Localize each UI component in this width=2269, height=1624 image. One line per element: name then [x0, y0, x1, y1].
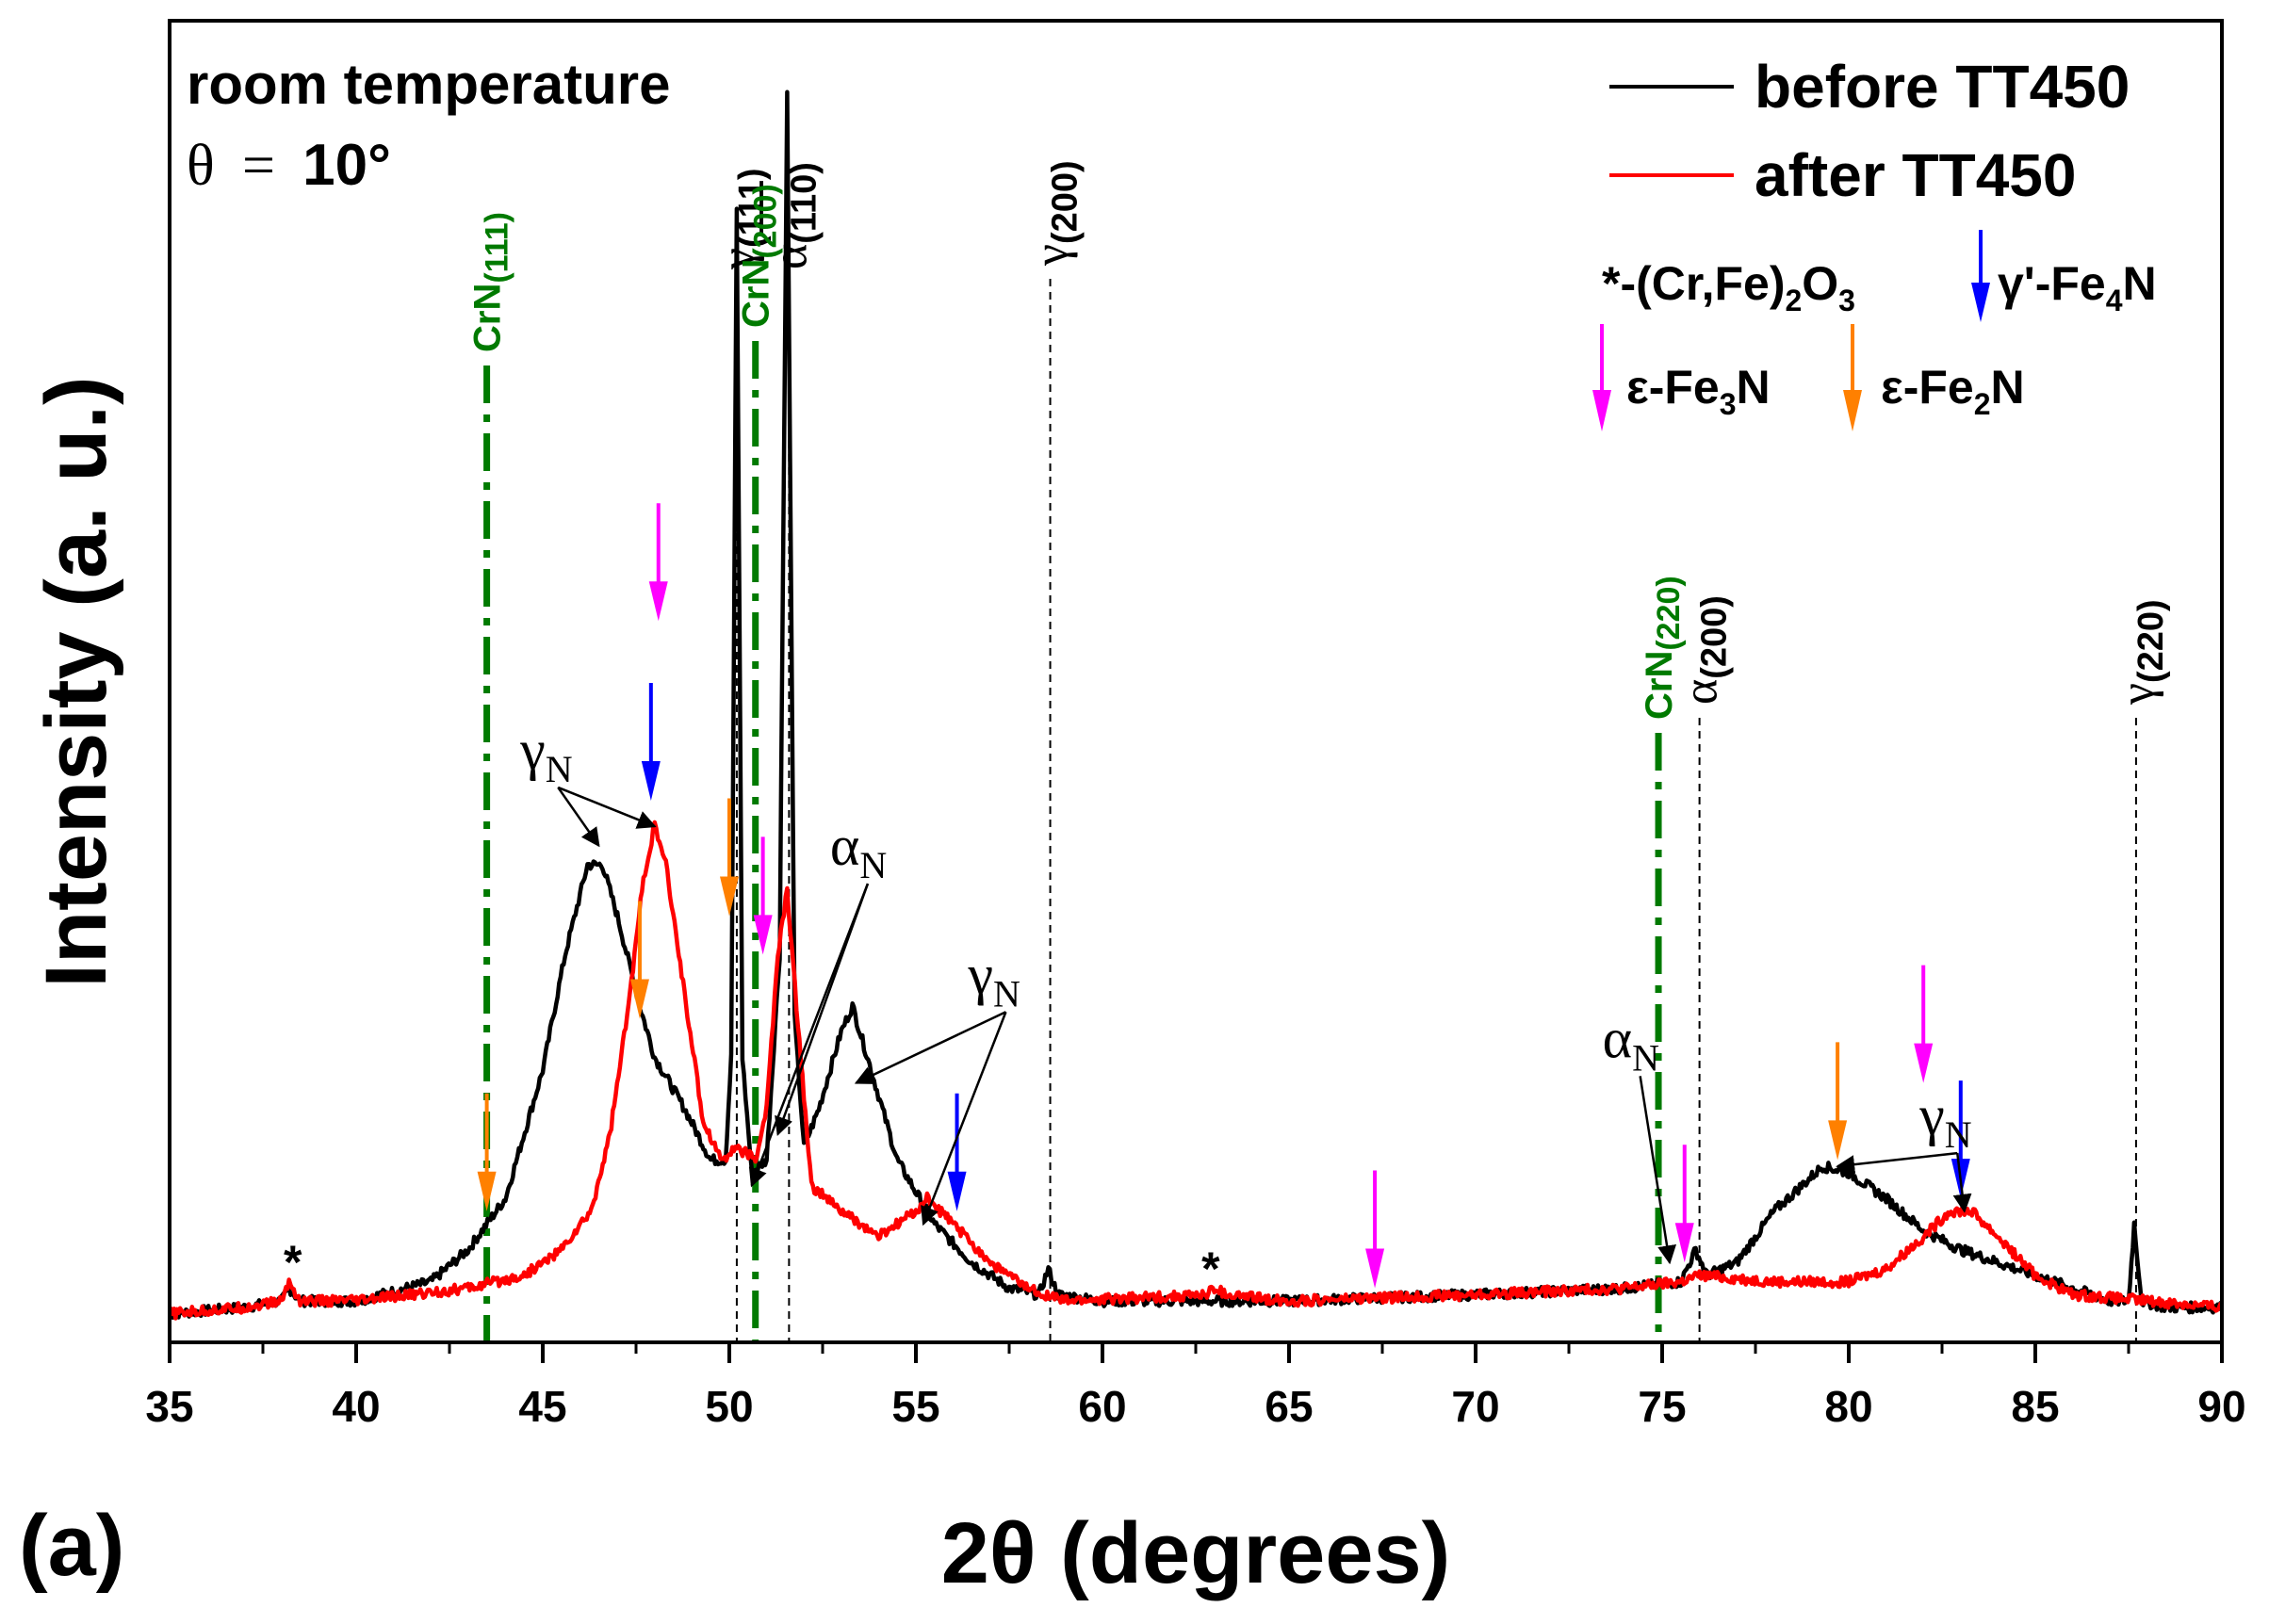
oxide-peak-marker: *	[1201, 1242, 1220, 1295]
series-layer	[170, 89, 2222, 1321]
x-tick-label: 55	[891, 1382, 939, 1431]
condition-angle: θ = 10°	[187, 133, 391, 198]
plot-background	[170, 21, 2222, 1342]
x-tick-label: 40	[332, 1382, 380, 1431]
gamma-prime-legend: γ'-Fe4N	[1998, 257, 2157, 317]
phase-reference-label: α(200)	[1674, 595, 1735, 705]
x-tick-label: 60	[1078, 1382, 1126, 1431]
phase-reference-label: γ(200)	[1025, 160, 1086, 267]
peak-annotation-label: γN	[1918, 1084, 1971, 1156]
legend-label-before: before TT450	[1755, 53, 2130, 121]
crn-reference-label: CrN(220)	[1639, 576, 1687, 720]
x-tick-label: 70	[1451, 1382, 1499, 1431]
phase-marker-arrowhead	[1828, 1120, 1848, 1161]
phase-marker-arrowhead	[1674, 1223, 1694, 1263]
legend: before TT450 after TT450	[1609, 53, 2130, 209]
x-tick-label: 65	[1265, 1382, 1313, 1431]
annotation-pointer	[1639, 1076, 1676, 1265]
x-axis-label: 2θ (degrees)	[941, 1505, 1451, 1601]
oxide-star: *	[1602, 257, 1621, 310]
phase-reference-label: γ(111)	[711, 168, 772, 270]
oxide-peak-marker: *	[284, 1236, 302, 1289]
x-tick-label: 50	[705, 1382, 753, 1431]
annotation-pointer	[557, 786, 657, 829]
legend-label-after: after TT450	[1755, 141, 2076, 209]
gamma-prime-legend-arrowhead	[1971, 283, 1990, 322]
phase-marker-arrowhead	[1365, 1248, 1385, 1289]
equals-sign: =	[242, 134, 275, 198]
phase-marker-arrowhead	[1914, 1043, 1934, 1083]
peak-annotation-label: γN	[967, 943, 1020, 1015]
y-axis-label: Intensity (a. u.)	[28, 376, 124, 987]
crn-reference-label: CrN(200)	[736, 184, 784, 328]
reference-labels: CrN(111) γ(111)CrN(200)α(110) γ(200) CrN(22…	[467, 160, 2171, 720]
phase-marker-layer: * *	[284, 503, 1970, 1295]
annotation-pointer	[748, 883, 870, 1188]
annotation-pointer	[1952, 1152, 1972, 1213]
x-tick-label: 35	[145, 1382, 193, 1431]
phase-marker-arrowhead	[947, 1171, 967, 1211]
phase-reference-label: γ(220)	[2111, 599, 2171, 706]
phase-reference-label: α(110)	[763, 162, 824, 269]
epsilon-fe3n-legend-arrowhead	[1592, 390, 1611, 431]
condition-temperature: room temperature	[187, 53, 670, 116]
phase-marker-arrowhead	[641, 760, 661, 801]
series-after-line	[170, 820, 2222, 1321]
annotation-pointer	[557, 787, 600, 848]
epsilon-fe2n-legend-arrowhead	[1843, 390, 1862, 431]
annotation-layer: γN αN γN αN γN	[519, 719, 1972, 1265]
annotation-pointer	[921, 1011, 1007, 1226]
phase-marker-arrowhead	[720, 876, 739, 917]
phase-marker-arrowhead	[629, 979, 649, 1019]
phase-marker-arrowhead	[753, 915, 773, 955]
phase-legend: *-(Cr,Fe)2O3 γ'-Fe4N ε-Fe3N ε-Fe2N	[1592, 230, 2157, 431]
epsilon-fe3n-legend: ε-Fe3N	[1626, 361, 1771, 421]
oxide-legend: *-(Cr,Fe)2O3	[1602, 257, 1855, 317]
annotation-pointer	[1836, 1151, 1958, 1175]
panel-label: (a)	[19, 1498, 124, 1594]
x-axis: 35 40 45 50 55 60 65 70 75 80 85 90	[145, 1342, 2246, 1431]
phase-marker-arrowhead	[648, 581, 668, 622]
x-tick-label: 85	[2011, 1382, 2059, 1431]
phase-marker-arrowhead	[477, 1171, 497, 1211]
peak-annotation-label: αN	[830, 815, 887, 886]
epsilon-fe2n-legend: ε-Fe2N	[1881, 361, 2025, 421]
peak-annotation-label: αN	[1603, 1007, 1659, 1079]
crn-reference-label: CrN(111)	[467, 212, 515, 352]
theta-symbol: θ	[187, 134, 215, 198]
annotation-pointer	[854, 1011, 1006, 1084]
x-tick-label: 75	[1638, 1382, 1686, 1431]
x-tick-label: 45	[518, 1382, 566, 1431]
angle-value: 10°	[302, 133, 391, 198]
peak-annotation-label: γN	[519, 719, 572, 790]
x-tick-label: 80	[1824, 1382, 1872, 1431]
series-before-line	[170, 89, 2222, 1320]
x-tick-label: 90	[2197, 1382, 2245, 1431]
